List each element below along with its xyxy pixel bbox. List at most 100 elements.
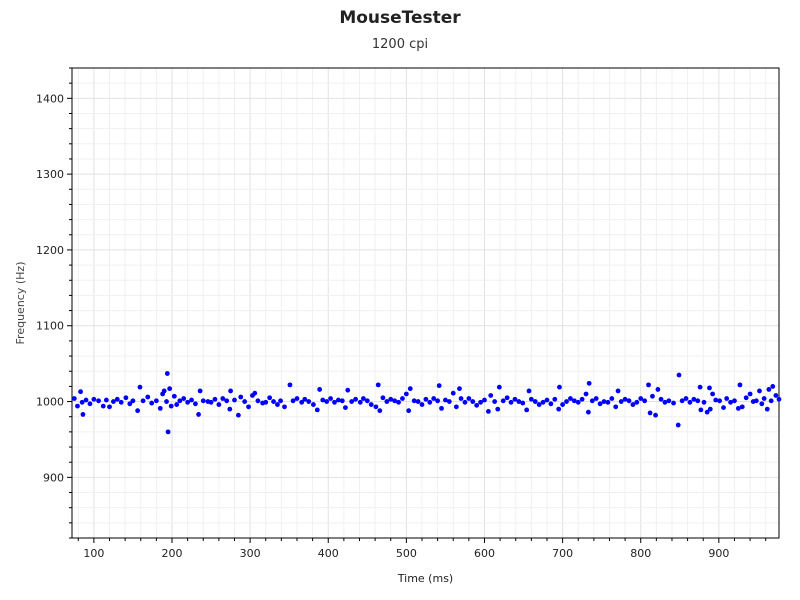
data-point (227, 406, 233, 412)
data-point (165, 429, 171, 435)
data-point (294, 396, 300, 401)
data-point (585, 409, 591, 415)
data-point (571, 398, 577, 404)
data-point (267, 395, 273, 401)
data-point (540, 399, 546, 405)
data-point (601, 399, 607, 404)
data-point (271, 399, 276, 404)
data-point (435, 398, 441, 404)
data-point (504, 395, 510, 401)
data-point (161, 388, 167, 394)
data-point (443, 397, 448, 403)
data-point (568, 396, 573, 401)
data-point (388, 396, 394, 402)
data-point (609, 396, 615, 401)
data-point (713, 397, 719, 403)
data-point (704, 409, 710, 415)
data-point (597, 401, 603, 407)
y-tick-label: 1000 (36, 396, 64, 409)
y-tick-label: 1200 (36, 244, 64, 257)
data-point (103, 397, 109, 403)
data-point (520, 400, 526, 406)
data-point (423, 396, 429, 402)
data-point (662, 399, 668, 405)
data-point (698, 407, 704, 413)
data-point (100, 403, 106, 409)
data-point (78, 389, 83, 395)
data-point (671, 400, 676, 406)
data-point (446, 399, 452, 404)
data-point (439, 405, 444, 411)
data-point (411, 398, 417, 404)
x-tick-label: 900 (708, 547, 729, 560)
data-point (757, 388, 762, 394)
data-point (174, 402, 180, 407)
data-point (557, 384, 562, 390)
data-point (478, 399, 483, 405)
data-point (282, 404, 287, 410)
data-point (556, 406, 562, 412)
data-point (302, 396, 308, 402)
data-point (579, 396, 585, 402)
data-point (687, 399, 693, 405)
data-point (349, 399, 355, 404)
data-point (728, 399, 733, 405)
data-point (290, 398, 296, 404)
data-point (392, 398, 398, 404)
data-point (737, 382, 743, 388)
x-tick-label: 600 (474, 547, 495, 560)
data-point (310, 402, 316, 407)
data-point (679, 398, 685, 404)
data-point (466, 396, 472, 401)
data-point (167, 386, 173, 392)
data-point (400, 396, 405, 401)
data-point (232, 397, 237, 403)
data-point (193, 401, 198, 407)
data-point (488, 393, 494, 398)
data-point (123, 395, 129, 401)
data-points (71, 371, 782, 435)
data-point (246, 404, 251, 410)
data-point (548, 401, 554, 407)
tick-labels: 100 200 300 400 500 600 700 800 900 900 1000 1100 12… (36, 92, 729, 560)
data-point (544, 397, 550, 403)
data-point (683, 396, 689, 401)
data-point (177, 398, 183, 404)
data-point (306, 399, 312, 404)
data-point (212, 396, 218, 402)
data-point (753, 398, 759, 404)
data-point (457, 386, 462, 392)
data-point (450, 390, 456, 396)
data-point (360, 396, 366, 401)
data-point (707, 385, 712, 391)
data-point (79, 399, 85, 405)
data-point (436, 383, 442, 389)
data-point (406, 408, 412, 414)
data-point (701, 399, 707, 405)
data-point (508, 399, 514, 405)
data-point (91, 396, 97, 402)
data-point (135, 408, 141, 414)
data-point (403, 391, 409, 397)
data-point (532, 399, 538, 404)
data-point (71, 396, 77, 401)
data-point (384, 399, 390, 404)
data-point (622, 396, 628, 402)
data-point (647, 410, 653, 416)
data-point (516, 399, 522, 404)
data-point (335, 397, 341, 403)
data-point (470, 399, 476, 404)
data-point (492, 399, 498, 404)
data-point (512, 396, 518, 402)
data-point (496, 384, 502, 390)
chart-title: MouseTester (339, 8, 461, 28)
data-point (235, 412, 241, 418)
data-point (707, 406, 713, 412)
data-point (642, 398, 648, 404)
data-point (474, 402, 480, 408)
data-point (252, 390, 258, 396)
data-point (415, 399, 421, 404)
x-axis-label: Time (ms) (397, 572, 453, 585)
data-point (140, 398, 146, 404)
